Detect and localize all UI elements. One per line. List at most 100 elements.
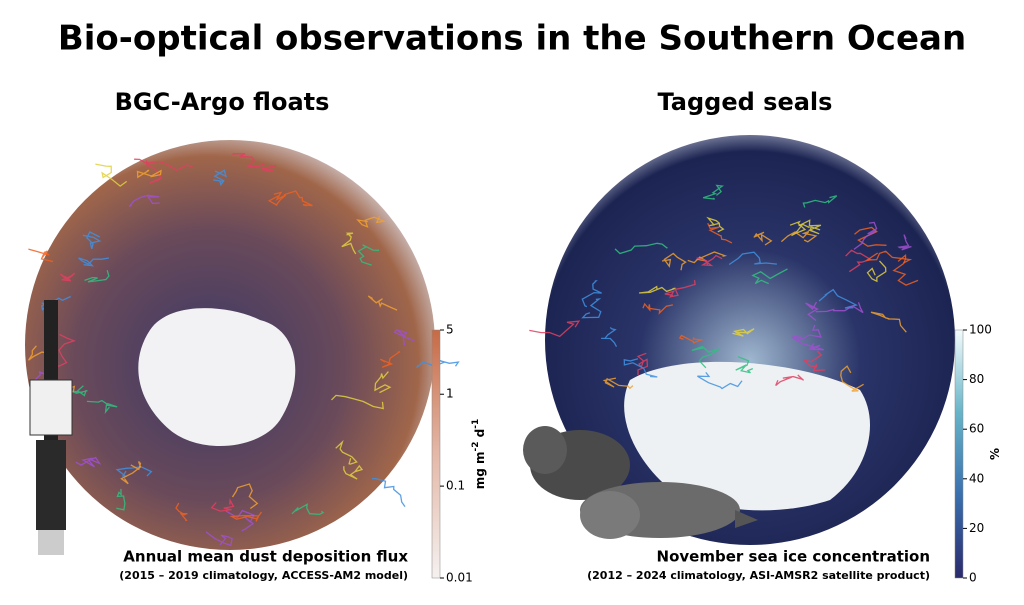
track <box>840 365 864 392</box>
tick-label: 20 <box>969 521 984 535</box>
track <box>602 377 634 390</box>
track <box>28 248 54 263</box>
label-part: d <box>473 429 487 442</box>
track <box>86 399 118 415</box>
track <box>210 498 235 512</box>
tracks <box>27 153 919 547</box>
antarctica <box>624 361 870 511</box>
colorbar <box>954 329 964 579</box>
track <box>78 257 110 267</box>
tick-label: 40 <box>969 471 984 485</box>
track <box>780 230 818 243</box>
track <box>623 358 658 378</box>
track <box>707 222 733 244</box>
track <box>892 253 919 286</box>
track <box>678 334 703 344</box>
track <box>614 242 669 255</box>
track <box>95 163 128 187</box>
seals <box>523 426 758 539</box>
track <box>696 254 723 267</box>
track <box>267 191 287 207</box>
track <box>120 461 142 485</box>
tick-label: 1 <box>446 387 454 401</box>
label-part: mg m <box>473 452 487 490</box>
track <box>853 221 878 250</box>
track <box>792 324 822 340</box>
track <box>664 280 696 298</box>
panel-title: Tagged seals <box>658 88 833 116</box>
main-title: Bio-optical observations in the Southern… <box>58 19 966 59</box>
track <box>815 302 864 314</box>
track <box>818 288 859 309</box>
track <box>331 394 384 410</box>
tick-label: 0.01 <box>446 571 473 585</box>
label-part: -2 <box>471 442 481 452</box>
subcaption: (2015 – 2019 climatology, ACCESS-AM2 mod… <box>119 569 408 582</box>
track <box>661 252 687 271</box>
track <box>261 164 277 173</box>
label-part: -1 <box>471 419 481 429</box>
track <box>82 231 102 250</box>
track <box>343 464 364 480</box>
track <box>866 260 887 283</box>
track <box>291 503 325 516</box>
track <box>789 220 810 237</box>
track <box>371 478 406 507</box>
track <box>393 329 415 346</box>
track <box>374 371 392 394</box>
tick-label: 0.1 <box>446 479 465 493</box>
track <box>357 244 380 266</box>
track <box>735 356 754 374</box>
track <box>335 439 358 465</box>
track <box>702 184 725 200</box>
colorbar-label: % <box>988 448 1002 460</box>
track <box>802 195 838 208</box>
track <box>341 232 357 255</box>
track <box>27 345 53 361</box>
track <box>115 466 153 477</box>
tick-label: 60 <box>969 422 984 436</box>
track <box>697 372 743 390</box>
track <box>416 359 460 369</box>
track <box>145 158 193 172</box>
track <box>798 219 822 235</box>
track <box>136 169 162 179</box>
track <box>805 301 819 322</box>
track <box>205 531 233 547</box>
track <box>802 350 825 372</box>
track <box>691 345 721 369</box>
track <box>75 456 102 468</box>
track <box>753 231 773 246</box>
colorbar-label: mg m-2 d-1 <box>471 419 487 490</box>
track <box>59 272 76 282</box>
track <box>116 488 126 511</box>
track <box>367 295 398 311</box>
track <box>581 280 602 308</box>
track <box>636 352 649 375</box>
label-part: % <box>988 448 1002 460</box>
track <box>601 326 618 348</box>
track <box>175 502 188 521</box>
track <box>728 251 777 266</box>
tick-label: 80 <box>969 372 984 386</box>
tick-label: 5 <box>446 323 454 337</box>
track <box>379 350 401 368</box>
track <box>232 153 265 168</box>
caption: Annual mean dust deposition flux <box>123 548 408 566</box>
colorbar <box>431 329 441 579</box>
track <box>864 250 913 264</box>
track <box>897 234 912 251</box>
track <box>283 190 313 207</box>
caption: November sea ice concentration <box>657 548 930 566</box>
track <box>791 336 824 351</box>
track <box>751 268 788 285</box>
track <box>775 374 805 387</box>
tick-label: 100 <box>969 323 992 337</box>
subcaption: (2012 – 2024 climatology, ASI-AMSR2 sate… <box>587 569 930 582</box>
track <box>687 251 728 264</box>
float-instrument <box>29 300 73 555</box>
panel-title: BGC-Argo floats <box>115 88 330 116</box>
track <box>356 215 387 228</box>
